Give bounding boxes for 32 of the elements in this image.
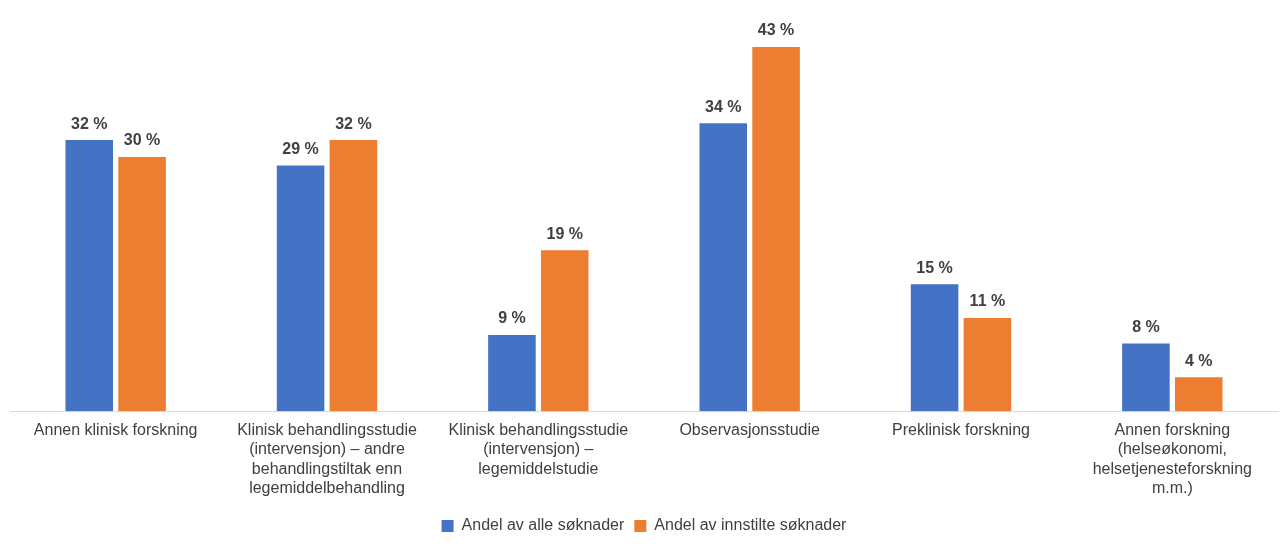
data-label: 32 % bbox=[71, 114, 108, 132]
legend-label: Andel av alle søknader bbox=[461, 516, 625, 534]
bar bbox=[699, 123, 748, 412]
data-label: 15 % bbox=[916, 258, 953, 276]
bar bbox=[276, 165, 325, 412]
bar bbox=[963, 318, 1012, 412]
x-tick-label: Annen forskning (helseøkonomi, helsetjenesteforskning m.m.) bbox=[1092, 421, 1252, 496]
x-tick-label: Annen klinisk forskning bbox=[33, 421, 198, 439]
bar bbox=[752, 46, 800, 412]
bar bbox=[488, 334, 536, 412]
data-label: 8 % bbox=[1132, 317, 1160, 335]
bar bbox=[910, 284, 959, 412]
legend-label: Andel av innstilte søknader bbox=[654, 516, 848, 534]
data-label: 19 % bbox=[546, 224, 583, 242]
bar bbox=[118, 157, 166, 412]
data-label: 32 % bbox=[335, 114, 372, 132]
x-tick-label: Preklinisk forskning bbox=[892, 421, 1030, 439]
bar bbox=[1122, 343, 1170, 412]
x-tick-label: Klinisk behandlingsstudie (intervensjon) – andre behandlingstiltak enn legemiddelbehandling bbox=[237, 421, 417, 496]
data-label: 4 % bbox=[1184, 351, 1213, 369]
data-label: 29 % bbox=[282, 139, 319, 157]
bar bbox=[1174, 377, 1223, 412]
data-label: 9 % bbox=[498, 309, 526, 327]
bar bbox=[65, 140, 114, 412]
data-label: 30 % bbox=[123, 131, 161, 149]
x-tick-label: Observasjonsstudie bbox=[679, 421, 821, 439]
data-label: 43 % bbox=[757, 21, 795, 39]
bar bbox=[540, 250, 589, 412]
data-label: 11 % bbox=[969, 292, 1006, 310]
data-label: 34 % bbox=[705, 97, 742, 115]
x-tick-label: Klinisk behandlingsstudie (intervensjon) – legemiddelstudie bbox=[448, 421, 629, 477]
bar bbox=[329, 140, 378, 412]
